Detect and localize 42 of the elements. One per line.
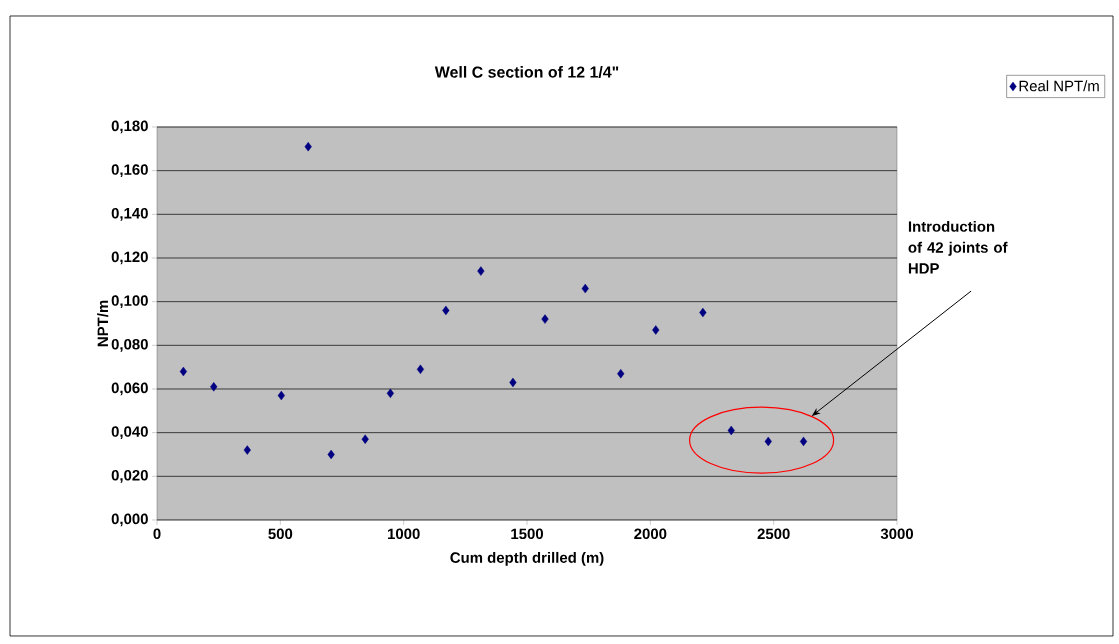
y-tick-label: 0,120 — [111, 251, 148, 265]
point — [277, 390, 285, 401]
point — [442, 305, 450, 316]
x-tick-label: 2500 — [757, 528, 790, 540]
chart-title: Well C section of 12 1/4" — [434, 66, 619, 78]
legend-label: Real NPT/m — [1019, 80, 1099, 92]
point — [509, 377, 517, 388]
point — [699, 307, 707, 318]
y-tick-label: 0,080 — [111, 338, 148, 352]
point — [799, 436, 808, 447]
x-tick-label: 1500 — [511, 528, 543, 540]
y-tick-label: 0,140 — [111, 207, 148, 221]
point — [541, 314, 549, 324]
x-tick-label: 500 — [268, 528, 293, 540]
point — [617, 369, 625, 379]
x-tick-label: 1000 — [387, 528, 420, 540]
y-axis-title: NPT/m — [97, 300, 109, 347]
x-tick-label: 2000 — [634, 528, 667, 540]
y-tick-label: 0,180 — [111, 120, 148, 134]
y-tick-label: 0,100 — [111, 295, 148, 309]
y-tick-label: 0,000 — [111, 513, 148, 527]
y-tick-label: 0,160 — [111, 164, 148, 178]
x-axis-title: Cum depth drilled (m) — [450, 551, 604, 566]
text: Introduction of 42 joints of HDP — [908, 220, 1008, 274]
point — [210, 382, 218, 392]
point — [361, 434, 369, 444]
point — [477, 266, 485, 276]
y-tick-label: 0,020 — [111, 469, 148, 483]
x-tick-label: 3000 — [880, 528, 913, 540]
point — [386, 388, 394, 399]
y-tick-label: 0,060 — [111, 382, 148, 396]
point — [727, 425, 735, 436]
point — [764, 436, 772, 447]
point — [327, 449, 335, 460]
point — [581, 283, 589, 294]
point — [652, 325, 660, 335]
point — [304, 141, 312, 152]
point — [243, 445, 251, 455]
point — [179, 366, 187, 377]
point — [416, 364, 425, 375]
x-tick-label: 0 — [153, 528, 161, 540]
y-tick-label: 0,040 — [111, 426, 148, 440]
